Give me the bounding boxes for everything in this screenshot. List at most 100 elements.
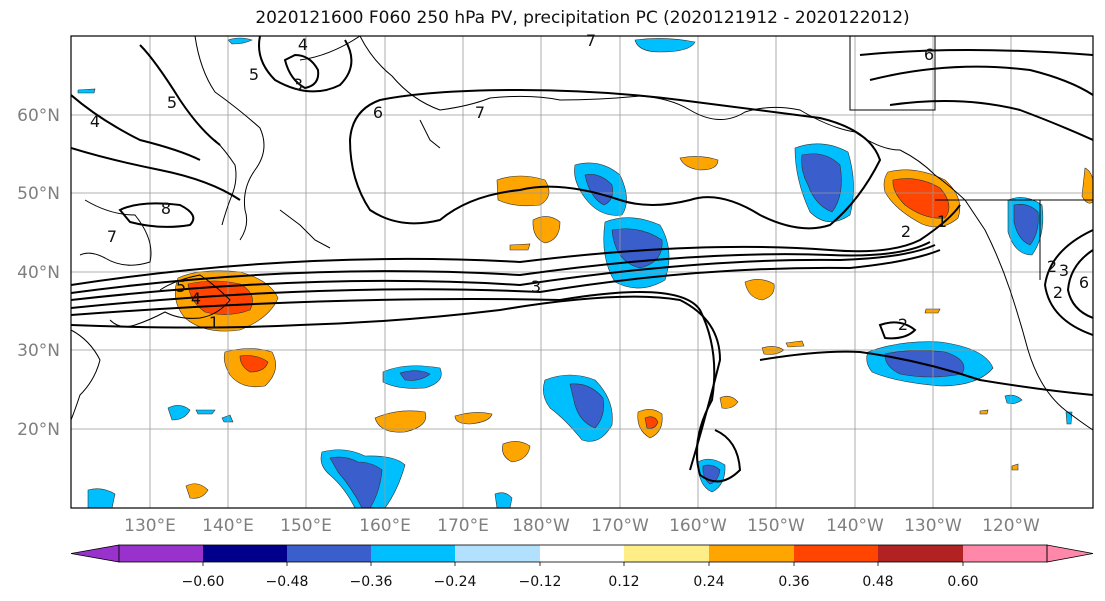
precip-strong-neg-3 xyxy=(801,153,842,213)
precip-positive-s-6 xyxy=(185,483,209,499)
pv-contour-label: 1 xyxy=(209,313,219,332)
precip-negative-16 xyxy=(87,488,116,508)
colorbar-segment xyxy=(709,545,794,562)
pv-contour-label: 2 xyxy=(901,222,911,241)
lon-label-150e: 150°E xyxy=(280,516,332,536)
pv-contour-label: 5 xyxy=(167,93,177,112)
pv-contour-label: 2 xyxy=(898,315,908,334)
colorbar-tick-label: 0.60 xyxy=(947,574,978,590)
colorbar-tick-label: 0.24 xyxy=(693,574,724,590)
pv-contour-label: 3 xyxy=(531,277,541,296)
lat-label-20n: 20°N xyxy=(17,420,60,440)
colorbar-tick-label: 0.12 xyxy=(608,574,639,590)
map-title: 2020121600 F060 250 hPa PV, precipitatio… xyxy=(255,8,910,28)
colorbar-segment xyxy=(794,545,878,562)
precip-positive-small-2 xyxy=(924,308,941,314)
lon-label-170w: 170°W xyxy=(591,516,649,536)
precip-strong-neg-4 xyxy=(1013,204,1039,246)
pv-contour-label: 2 xyxy=(1053,283,1063,302)
pv-contour-label: 4 xyxy=(90,112,100,131)
colorbar-segment xyxy=(963,545,1047,562)
precip-positive-small-4 xyxy=(979,409,989,415)
precip-negative-10 xyxy=(634,38,696,53)
colorbar-tick-label: −0.48 xyxy=(266,574,309,590)
pv-contour-label: 5 xyxy=(249,65,259,84)
precip-positive-cent-1 xyxy=(496,175,550,207)
colorbar-tick-label: 0.36 xyxy=(778,574,809,590)
lon-label-140w: 140°W xyxy=(826,516,884,536)
precip-positive-hawaii-n xyxy=(744,279,775,301)
precip-positive-cent-4 xyxy=(679,156,719,171)
precip-negative-15 xyxy=(494,492,513,508)
lon-label-130w: 130°W xyxy=(904,516,962,536)
pv-contour-label: 4 xyxy=(191,289,201,308)
lat-label-30n: 30°N xyxy=(17,341,60,361)
precip-positive-s-3 xyxy=(502,441,531,463)
pv-contour-label: 4 xyxy=(298,35,308,54)
pv-contour-label: 7 xyxy=(475,103,485,122)
lon-label-150w: 150°W xyxy=(747,516,805,536)
colorbar-segment xyxy=(540,545,624,562)
pv-contour-label: 5 xyxy=(176,277,186,296)
pv-contour-label: 7 xyxy=(107,227,117,246)
pv-contour-label: 6 xyxy=(924,45,934,64)
precip-strong-neg-8 xyxy=(399,370,431,381)
lon-label-170e: 170°E xyxy=(437,516,489,536)
precip-negative-13 xyxy=(221,414,234,423)
precip-negative-14 xyxy=(77,88,96,94)
pv-contour-label: 6 xyxy=(1079,273,1089,292)
colorbar-segment xyxy=(624,545,709,562)
coastlines xyxy=(71,36,1093,431)
map-frame xyxy=(70,35,1094,509)
pv-contour-label: 3 xyxy=(1059,261,1069,280)
latitude-labels: 60°N 50°N 40°N 30°N 20°N xyxy=(17,106,60,440)
pv-contour-label: 3 xyxy=(293,75,303,94)
lon-label-180w: 180°W xyxy=(512,516,570,536)
precip-strong-s-japan xyxy=(239,355,269,373)
colorbar-tick-label: −0.60 xyxy=(182,574,225,590)
pv-contour-label: 6 xyxy=(373,103,383,122)
lon-label-160e: 160°E xyxy=(359,516,411,536)
precip-strong-neg-6 xyxy=(569,383,604,429)
pv-contour-label: 2 xyxy=(1047,257,1057,276)
precip-negative-19 xyxy=(227,37,253,45)
colorbar-tick-labels: −0.60 −0.48 −0.36 −0.24 −0.12 0.12 0.24 … xyxy=(182,574,979,590)
precip-positive-s-2 xyxy=(454,412,493,425)
lon-label-140e: 140°E xyxy=(202,516,254,536)
precip-negative-18 xyxy=(1065,411,1073,425)
colorbar-tick-label: −0.36 xyxy=(350,574,393,590)
longitude-labels: 130°E 140°E 150°E 160°E 170°E 180°W 170°… xyxy=(124,516,1040,536)
colorbar-segment xyxy=(287,545,371,562)
precip-positive-small-3 xyxy=(1011,463,1019,471)
precip-strong-s-4 xyxy=(644,416,659,429)
precip-fill-layer xyxy=(77,37,1093,508)
colorbar-segment xyxy=(878,545,963,562)
colorbar-extend-min xyxy=(70,544,120,563)
precip-negative-11 xyxy=(167,405,191,421)
colorbar-frame xyxy=(118,544,1048,563)
colorbar-tick-label: −0.24 xyxy=(434,574,477,590)
precip-negative-12 xyxy=(195,409,216,415)
pv-contour-label: 1 xyxy=(937,212,947,231)
precip-strong-coast xyxy=(892,178,950,219)
lat-label-60n: 60°N xyxy=(17,106,60,126)
pv-contours xyxy=(71,36,1093,483)
precip-positive-cent-2 xyxy=(532,216,561,244)
lon-label-120w: 120°W xyxy=(982,516,1040,536)
precip-strong-neg-7 xyxy=(329,456,383,508)
lon-label-160w: 160°W xyxy=(669,516,727,536)
colorbar-segment xyxy=(455,545,540,562)
colorbar-segment xyxy=(119,545,203,562)
precip-positive-cent-3 xyxy=(509,243,531,251)
pv-contour-label: 8 xyxy=(161,199,171,218)
precip-positive-s-8 xyxy=(785,340,805,348)
lat-label-40n: 40°N xyxy=(17,263,60,283)
precip-strong-neg-2 xyxy=(611,228,663,269)
colorbar-tick-label: −0.12 xyxy=(519,574,562,590)
colorbar-segment xyxy=(371,545,455,562)
colorbar-extend-max xyxy=(1046,544,1094,563)
pv-contour-label: 7 xyxy=(586,31,596,50)
colorbar-tick-label: 0.48 xyxy=(862,574,893,590)
